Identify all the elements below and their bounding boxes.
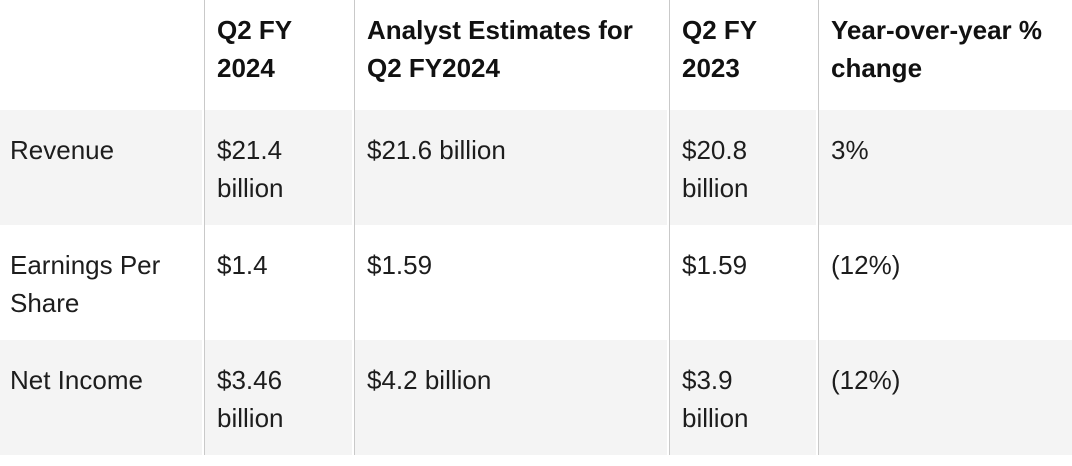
column-header-yoy-change: Year-over-year % change — [818, 0, 1072, 110]
table-row-revenue: Revenue $21.4 billion $21.6 billion $20.… — [0, 110, 1072, 225]
cell-eps-analyst-estimate: $1.59 — [354, 225, 669, 340]
cell-net-income-yoy-change: (12%) — [818, 340, 1072, 455]
cell-net-income-q2-fy2024: $3.46 billion — [204, 340, 354, 455]
table-row-net-income: Net Income $3.46 billion $4.2 billion $3… — [0, 340, 1072, 455]
column-header-q2-fy2024: Q2 FY 2024 — [204, 0, 354, 110]
cell-revenue-q2-fy2023: $20.8 billion — [669, 110, 818, 225]
cell-eps-q2-fy2024: $1.4 — [204, 225, 354, 340]
cell-net-income-analyst-estimate: $4.2 billion — [354, 340, 669, 455]
column-header-q2-fy2023: Q2 FY 2023 — [669, 0, 818, 110]
column-header-analyst-estimates: Analyst Estimates for Q2 FY2024 — [354, 0, 669, 110]
cell-revenue-analyst-estimate: $21.6 billion — [354, 110, 669, 225]
row-label-eps: Earnings Per Share — [0, 225, 204, 340]
row-label-revenue: Revenue — [0, 110, 204, 225]
table-header-row: Q2 FY 2024 Analyst Estimates for Q2 FY20… — [0, 0, 1072, 110]
cell-eps-q2-fy2023: $1.59 — [669, 225, 818, 340]
cell-eps-yoy-change: (12%) — [818, 225, 1072, 340]
table-row-eps: Earnings Per Share $1.4 $1.59 $1.59 (12%… — [0, 225, 1072, 340]
cell-net-income-q2-fy2023: $3.9 billion — [669, 340, 818, 455]
row-label-net-income: Net Income — [0, 340, 204, 455]
cell-revenue-yoy-change: 3% — [818, 110, 1072, 225]
column-header-metric — [0, 0, 204, 110]
cell-revenue-q2-fy2024: $21.4 billion — [204, 110, 354, 225]
financial-results-table: Q2 FY 2024 Analyst Estimates for Q2 FY20… — [0, 0, 1072, 455]
